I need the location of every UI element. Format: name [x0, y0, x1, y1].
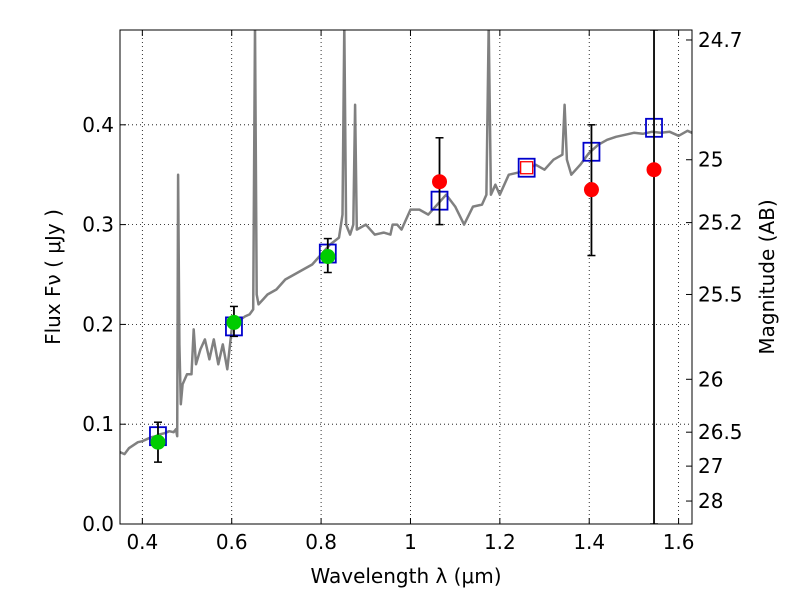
y-tick-label-3: 0.3 — [82, 213, 114, 237]
x-axis-label: Wavelength λ (μm) — [310, 564, 501, 588]
right-tick-label-0: 24.7 — [698, 28, 743, 52]
axes: 0.4 0.6 0.8 1 1.2 1.4 1.6 0.0 0.1 0.2 0.3 0.4 24.7 25… — [82, 28, 742, 554]
measured-point-4 — [520, 161, 534, 175]
x-tick-label-0: 0.4 — [126, 530, 158, 554]
x-tick-label-1: 0.6 — [216, 530, 248, 554]
measured-point-3 — [432, 174, 448, 190]
measured-point-1 — [226, 314, 242, 330]
x-tick-label-5: 1.4 — [573, 530, 605, 554]
model-spectrum-line — [120, 30, 692, 456]
right-tick-label-6: 27 — [698, 454, 723, 478]
x-tick-label-6: 1.6 — [663, 530, 695, 554]
right-tick-label-4: 26 — [698, 367, 723, 391]
right-axis-label: Magnitude (AB) — [755, 199, 779, 354]
y-tick-label-4: 0.4 — [82, 113, 114, 137]
measured-point-5 — [583, 182, 599, 198]
y-tick-label-1: 0.1 — [82, 412, 114, 436]
y-tick-label-0: 0.0 — [82, 512, 114, 536]
plot-frame — [119, 29, 693, 525]
right-tick-label-7: 28 — [698, 489, 723, 513]
right-tick-label-5: 26.5 — [698, 420, 743, 444]
y-axis-label: Flux Fν ( μJy ) — [41, 209, 65, 345]
measured-point-0 — [150, 434, 166, 450]
x-tick-label-4: 1.2 — [484, 530, 516, 554]
model-point-4 — [517, 157, 536, 178]
right-tick-label-3: 25.5 — [698, 282, 743, 306]
y-tick-label-2: 0.2 — [82, 312, 114, 336]
measured-point-2 — [320, 249, 336, 265]
right-tick-label-2: 25.2 — [698, 211, 743, 235]
x-tick-label-3: 1 — [404, 530, 417, 554]
right-tick-label-1: 25 — [698, 148, 723, 172]
measured-point-6 — [646, 162, 662, 178]
plot-area — [120, 30, 692, 524]
x-tick-label-2: 0.8 — [305, 530, 337, 554]
